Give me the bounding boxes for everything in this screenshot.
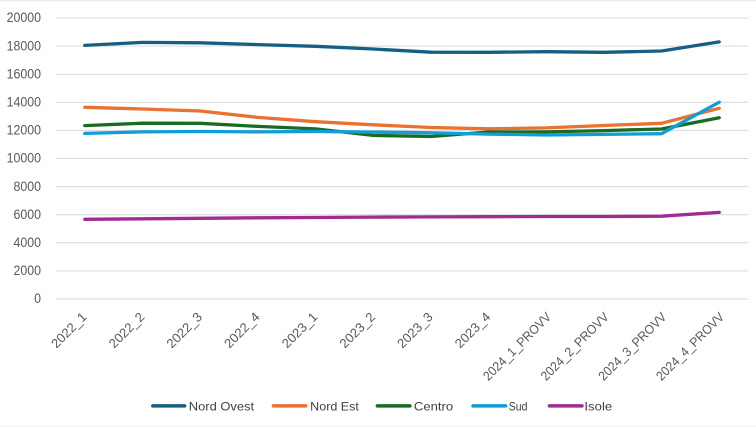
svg-text:18000: 18000 xyxy=(7,38,41,53)
svg-text:6000: 6000 xyxy=(14,207,42,222)
svg-text:Centro: Centro xyxy=(414,399,454,413)
svg-text:Nord Ovest: Nord Ovest xyxy=(189,399,255,413)
svg-text:2000: 2000 xyxy=(14,263,42,278)
svg-text:0: 0 xyxy=(34,291,41,306)
svg-text:14000: 14000 xyxy=(7,95,41,110)
svg-text:12000: 12000 xyxy=(7,123,41,138)
svg-text:16000: 16000 xyxy=(7,66,41,81)
svg-text:Isole: Isole xyxy=(584,399,612,413)
svg-text:Sud: Sud xyxy=(509,399,528,413)
svg-text:10000: 10000 xyxy=(7,151,41,166)
svg-text:Nord Est: Nord Est xyxy=(310,399,359,413)
svg-text:4000: 4000 xyxy=(14,235,42,250)
svg-text:20000: 20000 xyxy=(7,10,41,25)
svg-text:8000: 8000 xyxy=(14,179,42,194)
